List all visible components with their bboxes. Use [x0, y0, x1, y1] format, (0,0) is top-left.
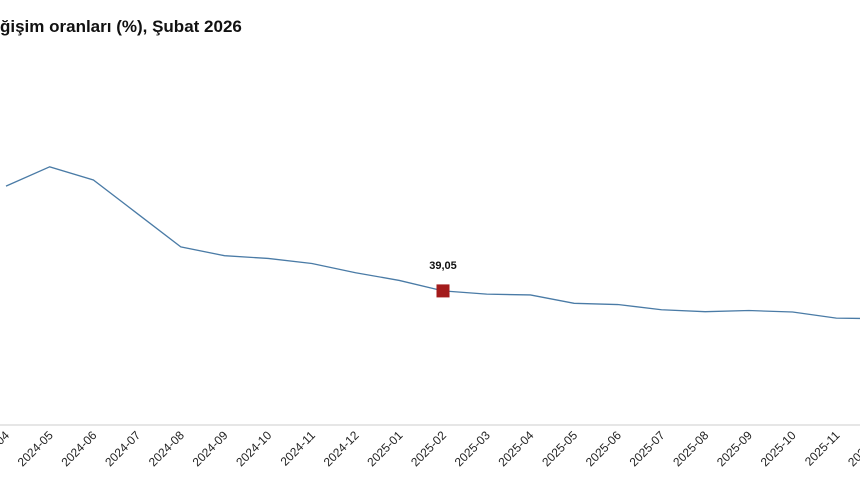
x-tick-label: 2024-07 — [102, 428, 143, 469]
x-tick-label: 2025-11 — [802, 428, 843, 469]
x-tick-label: 2024-08 — [146, 428, 187, 469]
line-series — [5, 166, 860, 320]
x-tick-label: 2024-10 — [233, 428, 274, 469]
x-tick-label: 2025-01 — [364, 428, 405, 469]
x-tick-label: 2025-08 — [670, 428, 711, 469]
chart-title: ğişim oranları (%), Şubat 2026 — [0, 17, 242, 36]
x-tick-label: 2024-05 — [15, 428, 56, 469]
x-tick-label: 2024-11 — [278, 428, 319, 469]
x-tick-label: 2024-12 — [321, 428, 362, 469]
x-tick-label: 2024-06 — [58, 428, 99, 469]
x-tick-label: 2025-12 — [845, 428, 860, 469]
x-tick-label: 2024-04 — [0, 428, 12, 469]
highlight-marker — [436, 284, 450, 298]
data-label: 39,05 — [429, 260, 457, 272]
x-tick-label: 2025-05 — [539, 428, 580, 469]
x-tick-label: 2025-10 — [758, 428, 799, 469]
x-tick-label: 2025-07 — [627, 428, 668, 469]
x-tick-label: 2025-04 — [495, 428, 536, 469]
x-tick-label: 2025-02 — [408, 428, 449, 469]
x-tick-label: 2025-03 — [452, 428, 493, 469]
x-tick-label: 2024-09 — [190, 428, 231, 469]
x-tick-label: 2025-09 — [714, 428, 755, 469]
x-tick-label: 2025-06 — [583, 428, 624, 469]
